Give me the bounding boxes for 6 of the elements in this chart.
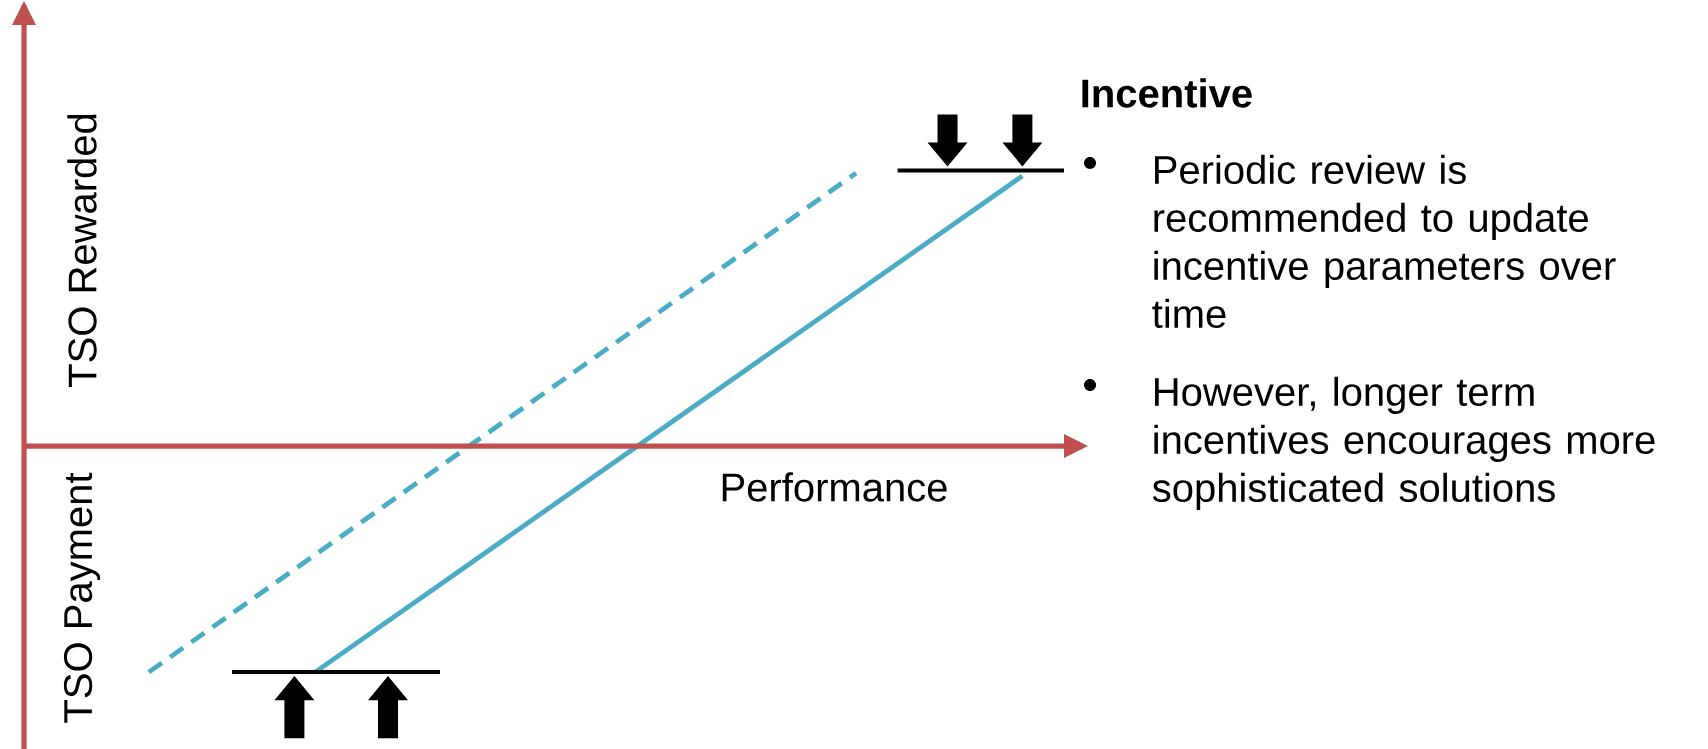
text: Incentive: [1082, 78, 1252, 108]
annotation: TSO Rewarded: [67, 114, 97, 387]
text: However, longer term incentives encourages more sophisticated solutions: [1152, 376, 1655, 511]
annotation: TSO Payment: [63, 472, 101, 723]
text: Periodic review is recommended to update incentive parameters over time: [1152, 154, 1616, 329]
x-axis-title: Performance: [722, 472, 947, 502]
